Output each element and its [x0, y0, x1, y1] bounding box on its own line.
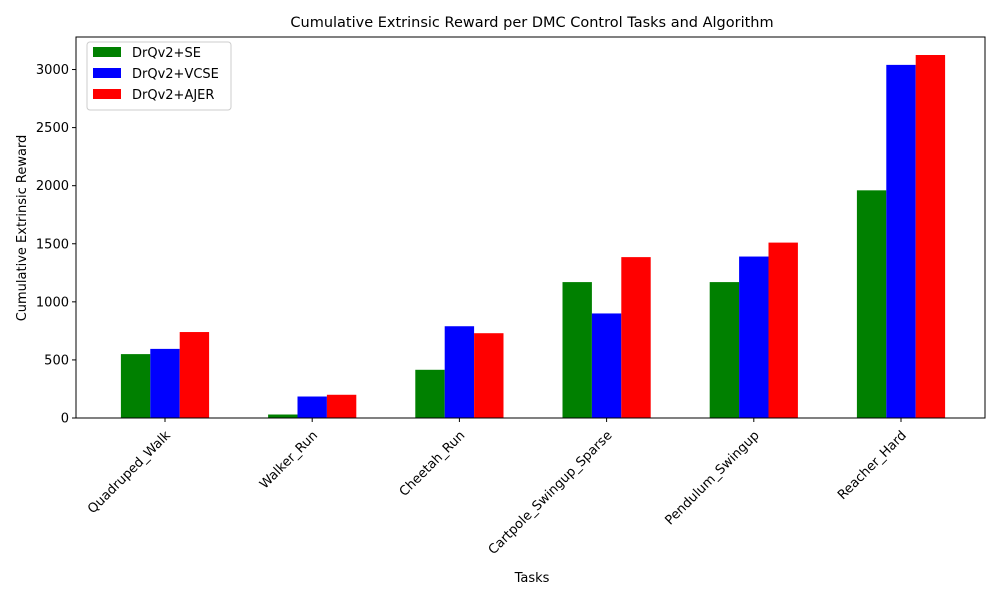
y-tick-label: 500 — [44, 353, 69, 368]
x-axis-label: Tasks — [514, 571, 550, 586]
y-axis: 0 500 1000 1500 2000 2500 3000 — [36, 63, 76, 427]
legend-swatch — [93, 89, 121, 99]
legend-label: DrQv2+VCSE — [132, 67, 219, 82]
bar-drqv2-vcse-cheetah_run — [444, 326, 475, 418]
bar-drqv2-ajer-cheetah_run — [474, 333, 504, 418]
legend-swatch — [93, 68, 121, 78]
bar-drqv2-se-reacher_hard — [856, 190, 887, 418]
y-axis-label: Cumulative Extrinsic Reward — [15, 135, 30, 322]
bar-drqv2-ajer-pendulum_swingup — [768, 242, 798, 418]
bar-drqv2-vcse-cartpole_swingup_sparse — [591, 313, 622, 418]
bar-drqv2-vcse-walker_run — [297, 396, 327, 418]
y-tick-label: 1500 — [36, 237, 69, 252]
y-tick-label: 1000 — [36, 295, 69, 310]
legend-label: DrQv2+SE — [132, 46, 201, 61]
bar-drqv2-se-walker_run — [268, 414, 298, 418]
y-tick-label: 0 — [61, 412, 69, 427]
bar-drqv2-vcse-pendulum_swingup — [739, 256, 769, 418]
plot-area-frame — [75, 36, 986, 419]
legend-frame — [86, 41, 232, 111]
bar-drqv2-ajer-reacher_hard — [915, 55, 946, 418]
bar-drqv2-se-cartpole_swingup_sparse — [562, 282, 592, 418]
y-tick-label: 2000 — [36, 179, 69, 194]
bar-drqv2-ajer-cartpole_swingup_sparse — [621, 257, 651, 418]
bar-drqv2-se-cheetah_run — [415, 369, 445, 418]
bar-drqv2-ajer-quadruped_walk — [179, 332, 210, 418]
bar-drqv2-vcse-quadruped_walk — [150, 348, 180, 418]
bars-layer — [120, 55, 946, 418]
chart-title: Cumulative Extrinsic Reward per DMC Cont… — [290, 15, 773, 31]
y-tick-label: 3000 — [36, 63, 69, 78]
bar-drqv2-se-quadruped_walk — [120, 354, 151, 418]
legend-label: DrQv2+AJER — [132, 88, 214, 103]
legend: DrQv2+SE DrQv2+VCSE DrQv2+AJER — [86, 41, 232, 111]
bar-drqv2-se-pendulum_swingup — [709, 282, 740, 418]
y-tick-label: 2500 — [36, 121, 69, 136]
bar-drqv2-ajer-walker_run — [326, 394, 357, 418]
bar-drqv2-vcse-reacher_hard — [886, 64, 916, 418]
legend-swatch — [93, 47, 121, 57]
